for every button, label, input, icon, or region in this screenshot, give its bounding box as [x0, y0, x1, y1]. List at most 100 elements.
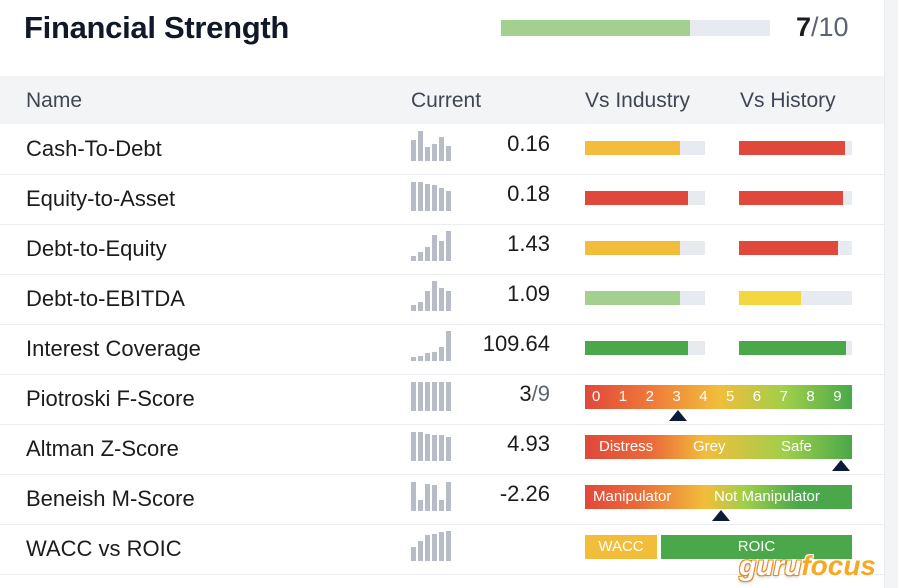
sparkline-icon[interactable]	[411, 181, 451, 211]
table-row[interactable]: Altman Z-Score 4.93 Distress Grey Safe	[0, 424, 884, 475]
table-row[interactable]: WACC vs ROIC WACC ROIC	[0, 524, 884, 575]
table-row[interactable]: Interest Coverage 109.64	[0, 324, 884, 375]
scale-label: 3	[672, 388, 681, 405]
sparkline-bar	[418, 182, 423, 211]
sparkline-bar	[418, 382, 423, 411]
sparkline-icon[interactable]	[411, 231, 451, 261]
metric-value-number: -2.26	[499, 481, 550, 506]
sparkline-bar	[446, 331, 451, 361]
scale-marker-icon	[832, 460, 850, 471]
metric-value-number: 1.43	[507, 231, 550, 256]
history-bar-fill	[739, 341, 846, 355]
col-vs-industry: Vs Industry	[585, 89, 691, 112]
sparkline-icon[interactable]	[411, 131, 451, 161]
sparkline-bar	[439, 382, 444, 411]
sparkline-bar	[425, 382, 430, 411]
sparkline-bar	[432, 485, 437, 511]
metric-name[interactable]: Equity-to-Asset	[26, 186, 176, 211]
industry-bar-fill	[585, 291, 680, 305]
vs-history-bar[interactable]	[739, 341, 852, 355]
vs-industry-bar[interactable]	[585, 341, 705, 355]
vs-industry-bar[interactable]	[585, 191, 705, 205]
metric-value: 4.93	[507, 431, 550, 457]
metric-value: 1.43	[507, 231, 550, 257]
scale-label: 0	[592, 388, 601, 405]
sparkline-bar	[425, 184, 430, 211]
sparkline-bar	[432, 144, 437, 161]
vs-history-bar[interactable]	[739, 191, 852, 205]
sparkline-bar	[446, 231, 451, 261]
vs-industry-bar[interactable]	[585, 291, 705, 305]
metric-name[interactable]: Interest Coverage	[26, 336, 201, 361]
roic-label: ROIC	[737, 538, 776, 555]
sparkline-bar	[439, 137, 444, 161]
industry-bar-fill	[585, 141, 680, 155]
vs-history-bar[interactable]	[739, 141, 852, 155]
table-row[interactable]: Piotroski F-Score 3/9 0 1 2 3 4 5 6 7 8 9	[0, 374, 884, 425]
metric-value-number: 4.93	[507, 431, 550, 456]
metric-name[interactable]: Cash-To-Debt	[26, 136, 162, 161]
sparkline-bar	[418, 432, 423, 461]
sparkline-bar	[439, 288, 444, 311]
vs-industry-bar[interactable]	[585, 241, 705, 255]
industry-bar-fill	[585, 241, 680, 255]
table-row[interactable]: Cash-To-Debt 0.16	[0, 124, 884, 175]
sparkline-icon[interactable]	[411, 531, 451, 561]
sparkline-bar	[425, 434, 430, 461]
scale-label: 7	[779, 388, 788, 405]
metric-name[interactable]: Altman Z-Score	[26, 436, 179, 461]
sparkline-bar	[439, 188, 444, 211]
sparkline-bar	[418, 131, 423, 161]
vs-history-bar[interactable]	[739, 241, 852, 255]
sparkline-bar	[411, 382, 416, 411]
sparkline-icon[interactable]	[411, 381, 451, 411]
history-bar-fill	[739, 141, 845, 155]
metric-name[interactable]: Beneish M-Score	[26, 486, 195, 511]
wacc-vs-roic-bar[interactable]: WACC ROIC	[585, 535, 852, 559]
scale-label: 2	[645, 388, 654, 405]
table-row[interactable]: Debt-to-EBITDA 1.09	[0, 274, 884, 325]
sparkline-bar	[425, 535, 430, 561]
sparkline-bar	[418, 356, 423, 361]
table-row[interactable]: Beneish M-Score -2.26 Manipulator Not Manip…	[0, 474, 884, 525]
sparkline-icon[interactable]	[411, 481, 451, 511]
sparkline-bar	[418, 302, 423, 311]
altman-scale[interactable]: Distress Grey Safe	[585, 435, 852, 459]
table-row[interactable]: Debt-to-Equity 1.43	[0, 224, 884, 275]
sparkline-bar	[446, 437, 451, 461]
industry-bar-fill	[585, 191, 688, 205]
scale-marker-icon	[669, 410, 687, 421]
metric-value-number: 3	[519, 381, 532, 406]
metric-name[interactable]: Debt-to-Equity	[26, 236, 167, 261]
col-vs-history: Vs History	[740, 89, 836, 112]
sparkline-bar	[432, 534, 437, 561]
sparkline-bar	[446, 146, 451, 161]
history-bar-fill	[739, 291, 801, 305]
sparkline-icon[interactable]	[411, 281, 451, 311]
wacc-segment: WACC	[585, 535, 657, 559]
sparkline-bar	[425, 147, 430, 161]
beneish-scale[interactable]: Manipulator Not Manipulator	[585, 485, 852, 509]
scale-label: Grey	[693, 438, 726, 455]
sparkline-bar	[411, 182, 416, 211]
metric-name[interactable]: WACC vs ROIC	[26, 536, 182, 561]
scale-label: Not Manipulator	[714, 488, 820, 505]
metric-value: 3/9	[519, 381, 550, 407]
metric-name[interactable]: Piotroski F-Score	[26, 386, 195, 411]
vs-industry-bar[interactable]	[585, 141, 705, 155]
metric-value: 1.09	[507, 281, 550, 307]
sparkline-bar	[411, 547, 416, 561]
sparkline-bar	[446, 291, 451, 311]
metric-value-number: 109.64	[482, 331, 550, 356]
metric-value: 0.16	[507, 131, 550, 157]
sparkline-bar	[432, 235, 437, 261]
scale-label: Distress	[599, 438, 654, 455]
vs-history-bar[interactable]	[739, 291, 852, 305]
metric-name[interactable]: Debt-to-EBITDA	[26, 286, 185, 311]
table-row[interactable]: Equity-to-Asset 0.18	[0, 174, 884, 225]
scale-label: Manipulator	[593, 488, 672, 505]
sparkline-icon[interactable]	[411, 431, 451, 461]
metric-value-number: 0.16	[507, 131, 550, 156]
sparkline-icon[interactable]	[411, 331, 451, 361]
